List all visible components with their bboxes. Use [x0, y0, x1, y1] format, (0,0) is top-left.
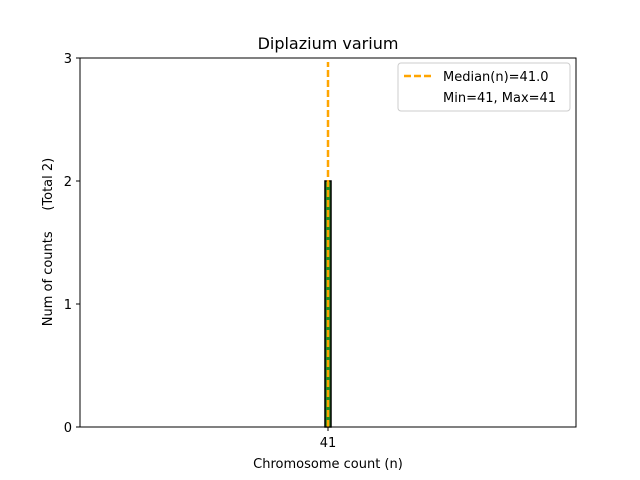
legend-minmax-label: Min=41, Max=41	[443, 91, 556, 106]
y-axis-label: Num of counts (Total 2)	[41, 158, 56, 326]
x-tick-label-41: 41	[320, 436, 337, 451]
chart-title: Diplazium varium	[258, 34, 399, 53]
y-axis: 0 1 2 3	[64, 52, 80, 436]
legend: Median(n)=41.0 Min=41, Max=41	[397, 62, 571, 112]
y-tick-label-2: 2	[64, 175, 72, 190]
y-tick-label-1: 1	[64, 298, 72, 313]
legend-median-label: Median(n)=41.0	[443, 70, 549, 85]
legend-box	[397, 62, 571, 112]
y-tick-label-3: 3	[64, 52, 72, 67]
x-axis-label: Chromosome count (n)	[253, 457, 403, 472]
y-tick-label-0: 0	[64, 421, 72, 436]
plot-area	[324, 62, 332, 428]
x-axis: 41	[320, 427, 337, 451]
